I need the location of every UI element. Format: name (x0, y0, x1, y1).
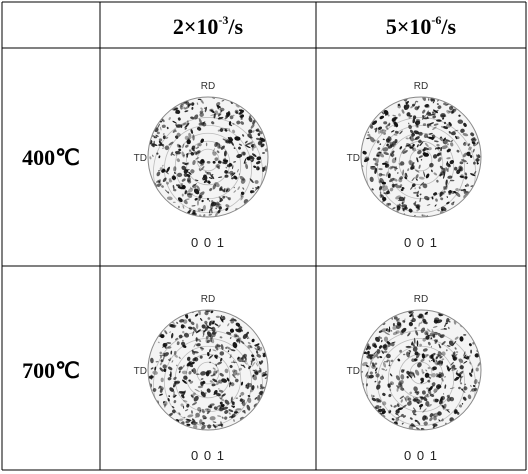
figure-caption: 0 0 1 (404, 448, 438, 463)
figure-table: 2×10-3/s5×10-6/s400℃RDTD0 0 1RDTD0 0 170… (0, 0, 528, 474)
td-label: TD (347, 153, 360, 164)
header-base: 5×10 (386, 14, 432, 39)
speckle (160, 334, 164, 338)
speckle (206, 143, 207, 147)
figure-caption: 0 0 1 (191, 235, 225, 250)
pole-figure (361, 95, 481, 227)
page: 2×10-3/s5×10-6/s400℃RDTD0 0 1RDTD0 0 170… (0, 0, 528, 474)
speckle (203, 331, 205, 335)
speckle (176, 365, 178, 367)
speckle (406, 346, 412, 348)
figure-caption: 0 0 1 (191, 448, 225, 463)
speckle (384, 337, 388, 342)
pole-figure (359, 309, 482, 440)
rd-label: RD (201, 294, 215, 305)
column-header: 2×10-3/s (173, 13, 244, 39)
speckle (470, 350, 472, 354)
speckle (463, 334, 466, 336)
texture (147, 97, 269, 227)
header-unit: /s (227, 14, 243, 39)
pole-figure (148, 307, 270, 439)
header-exponent: -3 (218, 13, 228, 27)
rd-label: RD (201, 81, 215, 92)
column-header: 5×10-6/s (386, 13, 457, 39)
td-label: TD (347, 366, 360, 377)
row-label: 700℃ (22, 358, 80, 383)
header-base: 2×10 (173, 14, 219, 39)
pole-figure (147, 97, 269, 227)
td-label: TD (134, 366, 147, 377)
speckle (198, 99, 202, 100)
rd-label: RD (414, 81, 428, 92)
row-label: 400℃ (22, 145, 80, 170)
td-label: TD (134, 153, 147, 164)
rd-label: RD (414, 294, 428, 305)
header-unit: /s (440, 14, 456, 39)
header-exponent: -6 (431, 13, 441, 27)
figure-caption: 0 0 1 (404, 235, 438, 250)
